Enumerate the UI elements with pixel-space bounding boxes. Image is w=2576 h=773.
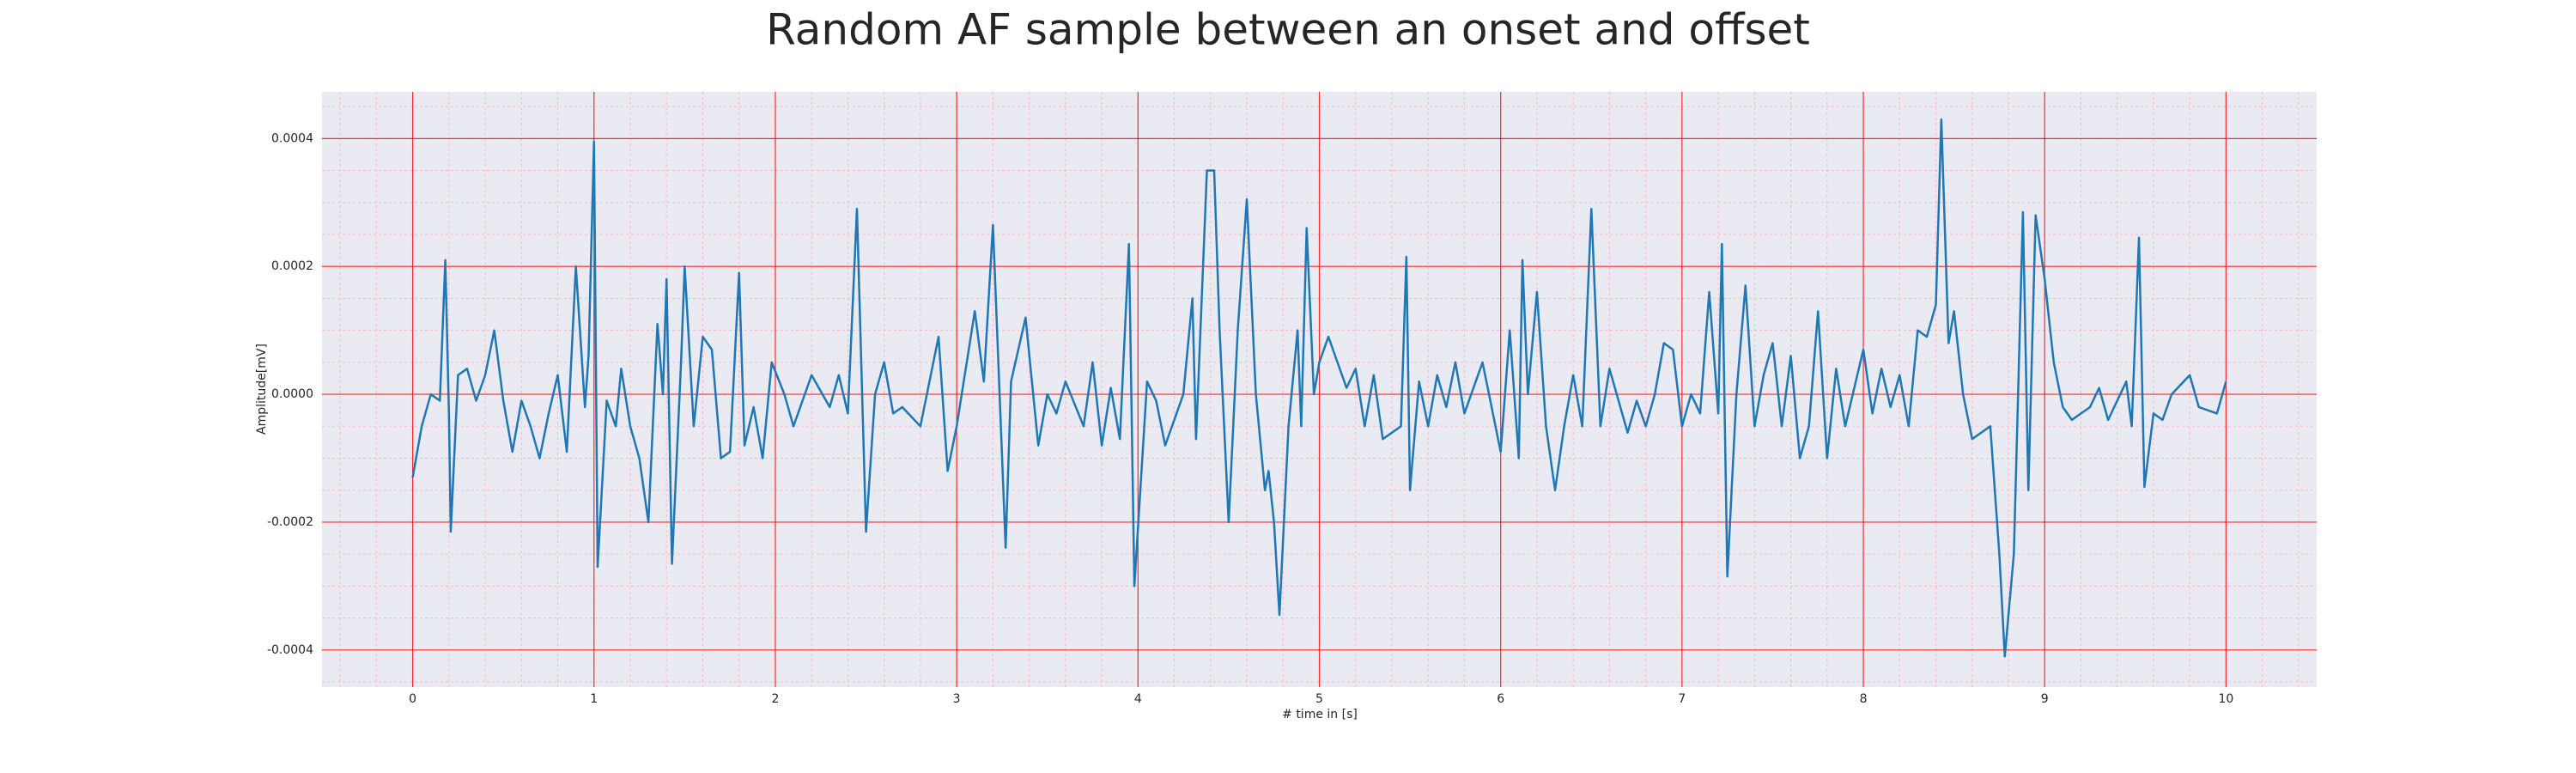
y-tick-label: 0.0000 <box>271 387 313 401</box>
y-axis-label: Amplitude[mV] <box>255 344 269 435</box>
x-axis-label: # time in [s] <box>1282 708 1358 721</box>
x-tick-label: 3 <box>953 692 961 706</box>
x-tick-label: 2 <box>771 692 779 706</box>
y-tick-label: 0.0004 <box>271 131 313 145</box>
signal-line <box>411 118 2227 658</box>
x-tick-label: 4 <box>1134 692 1142 706</box>
x-tick-label: 1 <box>590 692 598 706</box>
x-tick-label: 0 <box>409 692 416 706</box>
x-tick-label: 8 <box>1860 692 1868 706</box>
x-tick-label: 5 <box>1315 692 1323 706</box>
x-tick-label: 6 <box>1497 692 1504 706</box>
y-tick-label: -0.0004 <box>267 643 313 657</box>
chart-title: Random AF sample between an onset and of… <box>766 5 1810 55</box>
y-tick-label: -0.0002 <box>267 515 313 529</box>
x-tick-label: 7 <box>1678 692 1686 706</box>
x-tick-label: 9 <box>2041 692 2049 706</box>
x-tick-label: 10 <box>2218 692 2233 706</box>
y-tick-label: 0.0002 <box>271 259 313 273</box>
